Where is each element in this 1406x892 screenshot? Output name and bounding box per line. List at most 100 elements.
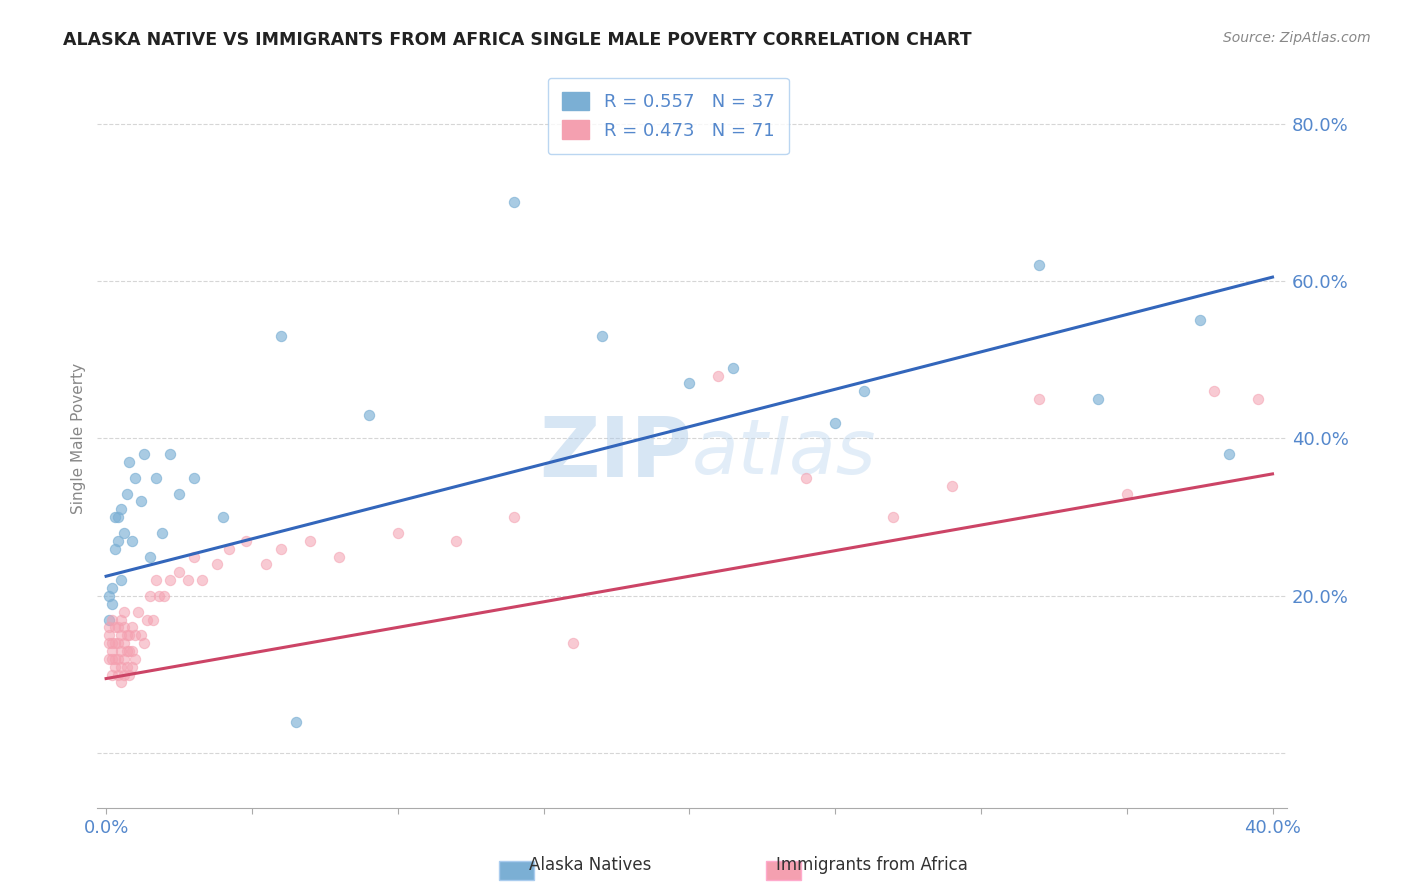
Point <box>112 605 135 619</box>
Point <box>853 384 876 399</box>
Point <box>1115 486 1137 500</box>
Point <box>159 447 181 461</box>
Point <box>177 573 200 587</box>
Point <box>142 613 165 627</box>
Text: Source: ZipAtlas.com: Source: ZipAtlas.com <box>1223 31 1371 45</box>
Point <box>110 659 132 673</box>
Point <box>104 659 127 673</box>
Point <box>118 455 141 469</box>
Point <box>387 525 409 540</box>
Point <box>139 549 162 564</box>
Point <box>721 360 744 375</box>
Point <box>112 652 135 666</box>
Point <box>121 644 143 658</box>
Point <box>104 652 127 666</box>
Point <box>98 628 121 642</box>
Point <box>107 533 129 548</box>
Point <box>110 613 132 627</box>
Point <box>678 376 700 391</box>
Point <box>129 494 152 508</box>
Point <box>101 652 124 666</box>
Point <box>101 667 124 681</box>
Point <box>110 573 132 587</box>
Point <box>270 329 292 343</box>
Point <box>107 620 129 634</box>
Point <box>183 471 205 485</box>
Point <box>503 195 526 210</box>
Point <box>235 533 257 548</box>
Point <box>561 636 583 650</box>
Point <box>183 549 205 564</box>
Text: ALASKA NATIVE VS IMMIGRANTS FROM AFRICA SINGLE MALE POVERTY CORRELATION CHART: ALASKA NATIVE VS IMMIGRANTS FROM AFRICA … <box>63 31 972 49</box>
Point <box>145 573 167 587</box>
Point <box>794 471 817 485</box>
Point <box>167 566 190 580</box>
Point <box>150 525 173 540</box>
Point <box>1028 392 1050 406</box>
Point <box>167 486 190 500</box>
Point <box>357 408 380 422</box>
Point <box>270 541 292 556</box>
Point <box>591 329 613 343</box>
Point <box>1028 258 1050 272</box>
Point <box>824 416 846 430</box>
Point <box>121 533 143 548</box>
Text: Alaska Natives: Alaska Natives <box>529 856 652 874</box>
Point <box>98 613 121 627</box>
Point <box>115 628 138 642</box>
Point <box>98 589 121 603</box>
Point <box>941 479 963 493</box>
Point <box>127 605 149 619</box>
Text: ZIP: ZIP <box>540 413 692 494</box>
Text: atlas: atlas <box>692 417 877 491</box>
Point <box>503 510 526 524</box>
Point <box>1087 392 1109 406</box>
Point <box>121 620 143 634</box>
Point <box>328 549 350 564</box>
Point <box>135 613 157 627</box>
Point <box>101 581 124 595</box>
Point <box>129 628 152 642</box>
Point <box>104 620 127 634</box>
Point <box>112 636 135 650</box>
Text: Immigrants from Africa: Immigrants from Africa <box>776 856 967 874</box>
Point <box>118 644 141 658</box>
Point <box>124 628 146 642</box>
Point <box>1188 313 1211 327</box>
Point <box>159 573 181 587</box>
Point <box>98 652 121 666</box>
Point <box>132 447 155 461</box>
Point <box>707 368 730 383</box>
Point <box>132 636 155 650</box>
Y-axis label: Single Male Poverty: Single Male Poverty <box>72 363 86 514</box>
Point <box>107 510 129 524</box>
Point <box>205 558 228 572</box>
Point <box>218 541 240 556</box>
Point <box>299 533 322 548</box>
Point <box>98 620 121 634</box>
Point <box>444 533 467 548</box>
Point <box>107 636 129 650</box>
Point <box>107 652 129 666</box>
Point <box>1218 447 1240 461</box>
Point <box>110 644 132 658</box>
Point <box>110 502 132 516</box>
Point <box>107 667 129 681</box>
Point <box>115 644 138 658</box>
Point <box>256 558 278 572</box>
Point <box>124 652 146 666</box>
Point <box>101 636 124 650</box>
Point <box>115 659 138 673</box>
Legend: R = 0.557   N = 37, R = 0.473   N = 71: R = 0.557 N = 37, R = 0.473 N = 71 <box>548 78 789 154</box>
Point <box>101 597 124 611</box>
Point <box>211 510 233 524</box>
Point <box>139 589 162 603</box>
Point <box>104 636 127 650</box>
Point <box>284 714 307 729</box>
Point <box>110 628 132 642</box>
Point <box>118 667 141 681</box>
Point <box>145 471 167 485</box>
Point <box>98 636 121 650</box>
Point <box>124 471 146 485</box>
Point <box>882 510 904 524</box>
